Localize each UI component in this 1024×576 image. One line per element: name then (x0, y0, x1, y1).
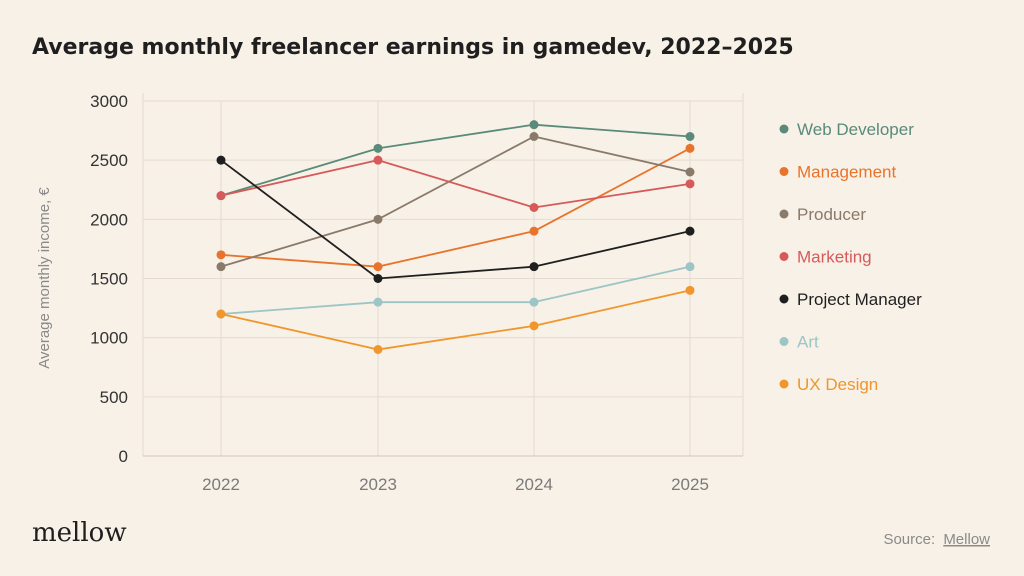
legend-item: Management (779, 163, 897, 182)
axes: 0 500 1000 1500 2000 2500 3000 2022 2023 2024 2025 (90, 92, 743, 494)
data-point (685, 285, 695, 295)
series-line (220, 135, 691, 268)
x-tick-label: 2022 (202, 475, 240, 494)
legend-label: UX Design (797, 375, 878, 394)
legend-item: UX Design (779, 375, 878, 394)
legend-marker (779, 379, 789, 389)
legend-label: Marketing (797, 248, 872, 267)
series-management (216, 143, 695, 272)
y-tick-label: 1000 (90, 329, 128, 348)
series-layer (216, 120, 695, 354)
series-line (220, 159, 691, 209)
series-line (220, 123, 691, 197)
y-axis-label: Average monthly income, € (36, 187, 53, 369)
chart-title: Average monthly freelancer earnings in g… (32, 35, 794, 60)
data-point (529, 297, 539, 307)
data-point (216, 155, 226, 165)
data-point (216, 262, 226, 272)
legend: Web Developer Management Producer Marketing… (779, 120, 922, 394)
data-point (529, 203, 539, 212)
data-point (216, 250, 226, 260)
data-point (685, 143, 695, 153)
legend-item: Project Manager (779, 290, 922, 309)
data-point (373, 274, 383, 283)
data-point (373, 345, 383, 354)
legend-item: Art (779, 333, 819, 352)
data-point (373, 214, 383, 224)
data-point (685, 167, 695, 177)
data-point (529, 226, 539, 236)
legend-label: Project Manager (797, 290, 922, 309)
grid (142, 93, 744, 457)
x-tick-label: 2025 (671, 475, 709, 494)
data-point (685, 132, 695, 141)
x-tick-label: 2024 (515, 475, 553, 494)
legend-marker (779, 124, 789, 134)
legend-marker (779, 252, 789, 261)
data-point (216, 191, 226, 201)
data-point (373, 262, 383, 272)
series-line (220, 289, 691, 351)
y-tick-label: 2500 (90, 151, 128, 170)
legend-label: Art (797, 333, 819, 352)
series-project-manager (216, 155, 695, 283)
y-tick-label: 500 (100, 388, 128, 407)
data-point (529, 120, 539, 130)
source-note: Source: Mellow (883, 531, 990, 548)
series-line (220, 159, 691, 280)
series-line (220, 265, 691, 315)
series-marketing (216, 155, 695, 212)
data-point (685, 226, 695, 236)
y-tick-label: 3000 (90, 92, 128, 111)
data-point (529, 321, 539, 331)
data-point (373, 143, 383, 153)
legend-marker (779, 209, 789, 219)
data-point (373, 297, 383, 307)
series-art (216, 262, 695, 319)
series-ux-design (216, 285, 695, 354)
data-point (373, 155, 383, 165)
legend-label: Management (797, 163, 897, 182)
series-line (220, 147, 691, 268)
legend-item: Web Developer (779, 120, 914, 139)
y-tick-label: 1500 (90, 270, 128, 289)
series-producer (216, 132, 695, 272)
legend-marker (779, 294, 789, 304)
source-link[interactable]: Mellow (943, 531, 990, 548)
y-tick-label: 2000 (90, 210, 128, 229)
data-point (529, 262, 539, 272)
legend-marker (779, 337, 789, 346)
data-point (529, 132, 539, 141)
mellow-logo: mellow (32, 518, 127, 548)
legend-item: Producer (779, 205, 866, 224)
x-tick-label: 2023 (359, 475, 397, 494)
legend-marker (779, 167, 789, 176)
source-label: Source: (883, 531, 935, 548)
data-point (685, 262, 695, 272)
data-point (685, 179, 695, 189)
legend-label: Web Developer (797, 120, 914, 139)
legend-label: Producer (797, 205, 866, 224)
legend-item: Marketing (779, 248, 872, 267)
data-point (216, 309, 226, 319)
y-tick-label: 0 (119, 447, 128, 466)
